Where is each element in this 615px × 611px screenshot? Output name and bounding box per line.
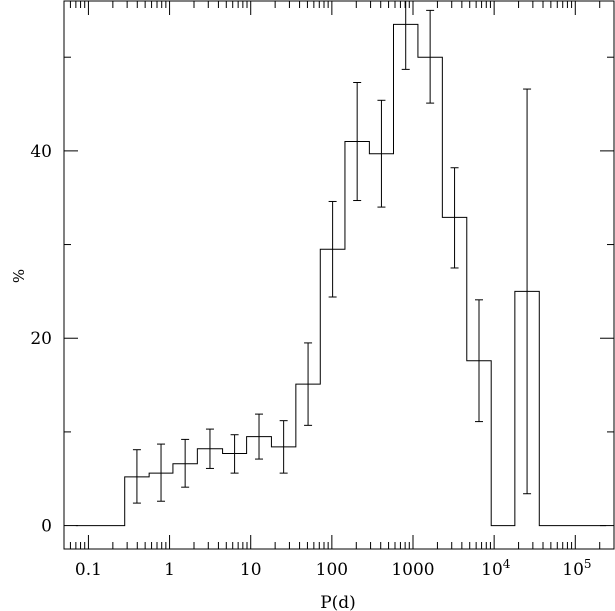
x-tick-label: 1000 [391,560,434,580]
y-axis-label: % [9,269,27,283]
x-tick-label: 105 [562,557,591,580]
x-axis-label: P(d) [320,593,356,611]
x-tick-exponent: 5 [584,557,592,571]
y-tick-label: 20 [30,329,52,349]
y-tick-label: 40 [30,142,52,162]
histogram-bin [369,154,393,526]
x-tick-label: 1 [164,560,175,580]
plot-area: 0.1 1 10 100 1000 104 105 0 20 40 [30,0,615,580]
y-tick-label: 0 [41,517,52,537]
x-tick-label: 0.1 [75,560,102,580]
x-tick-exponent: 4 [503,557,511,571]
plot-frame [63,0,615,550]
x-tick-label: 100 [316,560,348,580]
histogram-bin [393,24,417,525]
x-tick-label: 10 [240,560,262,580]
histogram-bin [418,57,442,525]
x-tick-label: 104 [481,557,511,580]
